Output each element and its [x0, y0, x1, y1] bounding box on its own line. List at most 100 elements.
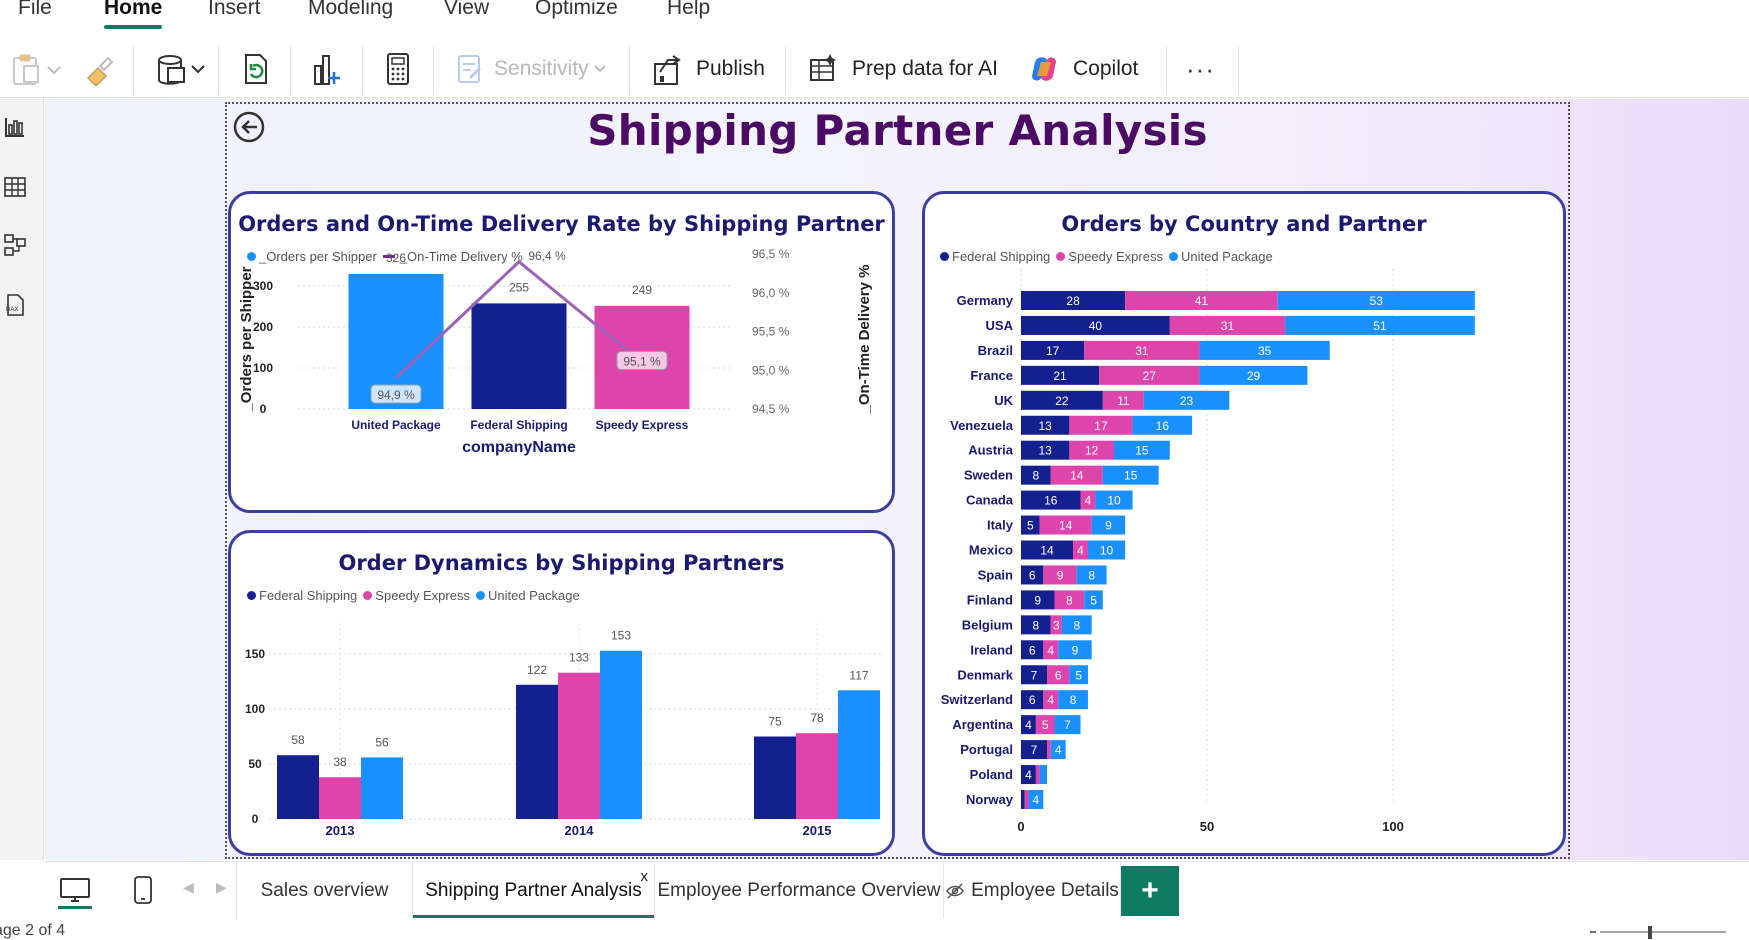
bar-segment: [1084, 340, 1200, 360]
zoom-slider[interactable]: [1586, 918, 1726, 939]
bar-segment: [1050, 615, 1062, 635]
bar-segment: [1021, 315, 1170, 335]
bar-segment: [1021, 490, 1081, 510]
legend-label: _On-Time Delivery %: [399, 249, 523, 264]
table-view-icon[interactable]: [3, 175, 27, 199]
bar-value-label: 9: [1034, 593, 1041, 607]
chevron-down-icon: [593, 65, 606, 73]
bar-segment: [1047, 740, 1051, 760]
back-arrow-icon[interactable]: [232, 110, 266, 144]
prep-data-for-ai-button[interactable]: Prep data for AI: [808, 52, 998, 86]
bar-segment: [1054, 715, 1081, 735]
bar-segment: [1028, 790, 1044, 809]
menu-home[interactable]: Home: [104, 0, 163, 19]
bar-segment: [1058, 690, 1088, 710]
menu-file[interactable]: File: [18, 0, 52, 19]
sensitivity-label: Sensitivity: [494, 57, 589, 80]
bar-value-label: 14: [1040, 544, 1054, 558]
bar-segment: [1021, 465, 1051, 485]
bar-value-label: 10: [1100, 544, 1114, 558]
bar-value-label: 4: [1085, 494, 1092, 508]
y-tick-label: 200: [253, 320, 273, 334]
dax-query-view-icon[interactable]: DAX: [3, 293, 27, 317]
scroll-tabs-left-icon[interactable]: ◀: [183, 879, 194, 895]
bar-segment: [1058, 640, 1092, 660]
menu-view[interactable]: View: [444, 0, 490, 19]
chart-legend: _Orders per Shipper _On-Time Delivery %: [247, 249, 529, 264]
publish-button[interactable]: Publish: [652, 52, 765, 86]
chart-legend: Federal Shipping Speedy Express United P…: [247, 588, 586, 603]
legend-label: Federal Shipping: [952, 249, 1051, 264]
bar-segment: [1169, 315, 1286, 335]
x-tick-label: 50: [1200, 819, 1214, 834]
x-tick-label: United Package: [351, 418, 441, 432]
close-tab-icon[interactable]: x: [640, 868, 649, 885]
bar-value-label: 29: [1247, 369, 1261, 383]
scroll-tabs-right-icon[interactable]: ▶: [216, 879, 227, 895]
bar-segment: [1035, 715, 1055, 735]
sensitivity-label-icon: [458, 55, 482, 83]
legend-item: Federal Shipping: [247, 588, 357, 603]
bar-value-label: 21: [1053, 369, 1067, 383]
paste-button[interactable]: [12, 52, 64, 86]
x-tick-label: 2014: [565, 823, 595, 838]
menu-insert[interactable]: Insert: [208, 0, 261, 19]
bar-segment: [1021, 790, 1025, 809]
bar-value-label: 153: [611, 629, 631, 643]
bar-segment: [1102, 465, 1159, 485]
bar-segment: [1080, 490, 1096, 510]
toolbar-separator: [433, 46, 434, 94]
bar-segment: [1125, 291, 1278, 310]
model-view-icon[interactable]: [3, 233, 27, 257]
order-dynamics-card[interactable]: Order Dynamics by Shipping Partners Fede…: [228, 530, 895, 856]
sensitivity-button[interactable]: Sensitivity: [456, 52, 611, 86]
calculator-icon: [387, 53, 409, 85]
more-options-button[interactable]: ···: [1186, 52, 1215, 86]
menu-modeling[interactable]: Modeling: [308, 0, 394, 19]
bar-value-label: 16: [1044, 494, 1058, 508]
zoom-slider-thumb[interactable]: [1648, 926, 1652, 939]
refresh-button[interactable]: [242, 52, 272, 86]
new-measure-button[interactable]: [385, 52, 411, 86]
bar: [516, 684, 558, 819]
bar-value-label: 27: [1143, 369, 1157, 383]
y-tick-label: UK: [994, 393, 1013, 408]
report-view-icon[interactable]: [3, 115, 27, 139]
legend-item: _Orders per Shipper: [247, 249, 377, 264]
new-visual-button[interactable]: [312, 52, 342, 86]
bar-value-label: 117: [849, 668, 868, 682]
menu-optimize[interactable]: Optimize: [535, 0, 618, 19]
x-tick-label: Federal Shipping: [470, 418, 567, 432]
country-partner-card[interactable]: Orders by Country and Partner Federal Sh…: [922, 191, 1566, 856]
add-page-button[interactable]: +: [1121, 866, 1179, 916]
menu-help[interactable]: Help: [667, 0, 711, 19]
format-painter-button[interactable]: [84, 52, 114, 86]
y-tick-label: Brazil: [978, 343, 1013, 358]
bar-value-label: 4: [1055, 743, 1062, 757]
phone-icon: [134, 876, 152, 904]
desktop-layout-button[interactable]: [55, 872, 95, 908]
x-tick-label: 0: [1017, 819, 1024, 834]
y-tick-label: Austria: [968, 443, 1014, 458]
bar-value-label: 6: [1055, 668, 1062, 682]
mobile-layout-button[interactable]: [123, 872, 163, 908]
page-tab-shipping-partner-analysis[interactable]: Shipping Partner Analysis x: [413, 862, 655, 919]
bar-segment: [1143, 390, 1230, 410]
legend-dot: [475, 591, 485, 600]
y-tick-label: Canada: [966, 493, 1014, 508]
orders-ontime-card[interactable]: Orders and On-Time Delivery Rate by Ship…: [228, 191, 895, 513]
get-data-button[interactable]: [156, 52, 208, 86]
tab-label: Sales overview: [260, 879, 389, 901]
bar-segment: [1021, 415, 1070, 435]
page-tab-employee-performance-overview[interactable]: Employee Performance Overview: [655, 862, 944, 919]
y-axis-title: _Orders per Shipper: [238, 266, 255, 412]
bar-segment: [1043, 690, 1059, 710]
y-tick-label: France: [970, 368, 1013, 383]
page-tab-employee-details[interactable]: Employee Details: [944, 862, 1121, 919]
toolbar-separator: [133, 46, 134, 94]
bar: [600, 650, 642, 819]
page-tab-sales-overview[interactable]: Sales overview: [236, 862, 413, 919]
copilot-button[interactable]: Copilot: [1029, 52, 1138, 86]
chart-title: Order Dynamics by Shipping Partners: [338, 551, 785, 575]
bar-value-label: 15: [1135, 444, 1149, 458]
